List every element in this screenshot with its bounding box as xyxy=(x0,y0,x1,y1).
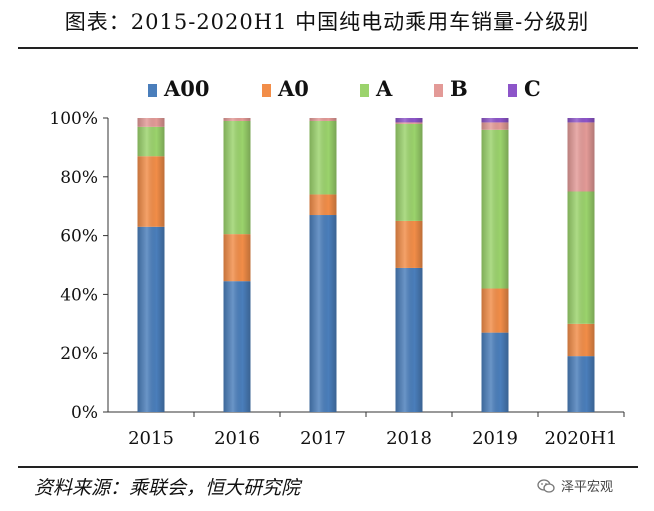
stacked-bar-chart: A00 A0 A B C 0% 20% 40% 60% 80% 100% 2015 2016 2017 2… xyxy=(49,76,625,449)
x-tick-label: 2017 xyxy=(300,428,346,449)
bar-segment-shading xyxy=(223,120,251,235)
bar-segment-shading xyxy=(567,122,595,192)
x-tick-label: 2020H1 xyxy=(545,428,618,449)
bar-segment-shading xyxy=(395,267,423,412)
bar-segment-shading xyxy=(137,126,165,157)
bar-segment-shading xyxy=(567,323,595,357)
bar-segment-shading xyxy=(567,191,595,324)
y-tick-label: 0% xyxy=(71,403,98,423)
brand-name: 泽平宏观 xyxy=(561,480,614,495)
x-tick-label: 2018 xyxy=(386,428,432,449)
bar-segment-shading xyxy=(567,356,595,412)
legend-swatch xyxy=(508,84,517,97)
y-tick-label: 60% xyxy=(60,227,98,247)
y-tick-label: 100% xyxy=(49,109,98,129)
legend-label: C xyxy=(524,76,541,101)
bar-segment-shading xyxy=(481,288,509,333)
bar-segment-shading xyxy=(309,120,337,195)
bar-segment-shading xyxy=(137,156,165,227)
legend-label: A xyxy=(375,76,393,101)
bar-segment-shading xyxy=(137,226,165,412)
bar-segment-shading xyxy=(223,118,251,121)
y-tick-label: 20% xyxy=(60,344,98,364)
title-divider xyxy=(18,47,638,49)
bar-segment-shading xyxy=(567,118,595,123)
bar-segment-shading xyxy=(223,234,251,282)
chart-bars xyxy=(137,118,595,412)
x-tick-label: 2019 xyxy=(472,428,518,449)
bar-segment-shading xyxy=(309,118,337,121)
y-tick-label: 80% xyxy=(60,168,98,188)
legend-swatch xyxy=(434,84,443,97)
chart-axes: 0% 20% 40% 60% 80% 100% 2015 2016 2017 2018 2019 20… xyxy=(49,109,625,449)
legend-label: A0 xyxy=(277,76,309,101)
x-tick-label: 2015 xyxy=(128,428,174,449)
chart-title: 图表：2015-2020H1 中国纯电动乘用车销量-分级别 xyxy=(64,10,590,34)
legend-swatch xyxy=(360,84,369,97)
bar-segment-shading xyxy=(309,194,337,216)
bar-segment-shading xyxy=(481,129,509,289)
bar-segment-shading xyxy=(223,281,251,412)
legend-swatch xyxy=(262,84,271,97)
bar-segment-shading xyxy=(481,122,509,130)
bar-segment-shading xyxy=(481,118,509,123)
chart-legend: A00 A0 A B C xyxy=(148,76,541,101)
x-tick-label: 2016 xyxy=(214,428,260,449)
legend-label: A00 xyxy=(163,76,210,101)
bar-segment-shading xyxy=(481,332,509,412)
source-note: 资料来源：乘联会，恒大研究院 xyxy=(34,477,301,499)
legend-swatch xyxy=(148,84,157,97)
footer-divider xyxy=(18,466,638,468)
legend-label: B xyxy=(450,76,468,101)
bar-segment-shading xyxy=(395,118,423,123)
brand-watermark: 泽平宏观 xyxy=(537,476,613,495)
bar-segment-shading xyxy=(395,123,423,221)
bar-segment-shading xyxy=(395,220,423,268)
y-tick-label: 40% xyxy=(60,285,98,305)
bar-segment-shading xyxy=(395,122,423,124)
bar-segment-shading xyxy=(309,215,337,412)
bar-segment-shading xyxy=(137,118,165,127)
wechat-icon xyxy=(537,478,555,493)
